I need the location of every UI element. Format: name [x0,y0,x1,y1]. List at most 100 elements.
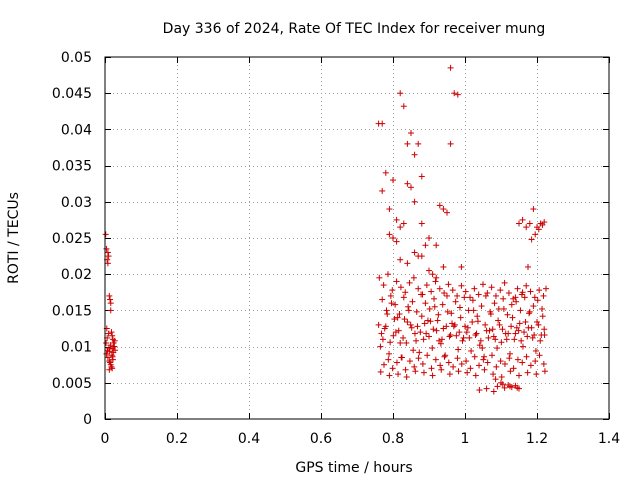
x-tick-label: 1.4 [598,431,620,447]
data-point [387,339,394,346]
data-point [493,363,500,370]
data-point [104,354,111,361]
data-point [408,184,414,191]
data-point [427,318,434,325]
data-point [471,353,478,360]
data-point [497,358,504,365]
data-point [426,267,432,274]
data-point [416,349,423,356]
data-point [378,330,385,337]
data-point [464,324,471,331]
data-point [527,288,534,295]
data-point [103,350,110,357]
data-point [102,231,109,238]
data-point [109,332,116,339]
data-point [454,91,461,98]
data-point [435,311,442,318]
data-point [390,177,396,184]
data-point [463,358,470,365]
data-point [533,371,540,378]
data-point [375,321,382,328]
data-point [519,216,526,223]
data-point [411,330,418,337]
data-point [386,231,393,238]
data-point [453,332,460,339]
data-point [455,368,462,375]
y-tick-label: 0.005 [52,376,92,392]
data-point [490,371,497,378]
data-point [523,224,530,231]
data-point [390,235,396,241]
data-point [424,352,431,359]
data-point [382,169,389,176]
data-point [537,337,544,344]
data-point [438,336,445,343]
data-point [397,224,404,231]
data-point [432,356,439,363]
data-point [103,339,110,346]
data-point [106,366,113,373]
data-point [502,330,509,337]
data-point [103,245,110,252]
data-point [424,317,431,324]
data-point [408,324,415,331]
data-point [541,326,548,333]
data-point [505,290,512,297]
data-point [529,334,536,341]
data-point [405,303,412,310]
data-point [527,362,534,369]
y-tick-labels: 0 0.005 0.01 0.015 0.02 0.025 0.03 0.035 0.04 0.0… [52,50,92,428]
y-tick-label: 0.015 [52,303,92,319]
data-point [400,220,407,227]
data-point [411,198,418,205]
data-point [530,206,537,213]
data-point [388,300,395,307]
data-point [476,342,483,349]
data-point [451,90,458,97]
data-point [470,307,477,314]
data-point [431,303,438,310]
data-point [456,329,463,336]
data-point [386,372,393,379]
data-point [403,374,410,381]
y-tick-label: 0.02 [61,267,92,283]
data-point [539,221,546,228]
data-point [522,318,529,325]
data-point [397,256,404,263]
data-point [440,263,447,270]
data-point [498,339,505,346]
data-point [514,384,521,391]
data-point [499,381,506,388]
data-point [523,353,530,360]
data-point [454,355,461,362]
data-point [504,311,511,318]
data-point [447,64,454,71]
data-point [445,281,452,288]
data-point [413,308,420,315]
data-point [489,352,495,359]
data-point [523,282,530,289]
data-point [418,313,425,320]
data-point [459,337,466,344]
data-point [439,301,446,308]
data-point [377,343,384,350]
data-point [106,358,113,365]
data-point [498,374,505,381]
data-point [396,311,403,318]
data-point [415,285,422,292]
data-point [484,290,491,297]
data-point [481,353,488,360]
data-point [436,285,443,292]
data-point [497,287,504,294]
data-point [437,340,444,347]
data-point [525,324,532,331]
data-point [483,385,490,392]
data-point [397,339,404,346]
x-tick-label: 0.4 [238,431,260,447]
x-tick-labels: 0 0.2 0.4 0.6 0.8 1 1.2 1.4 [101,431,621,447]
data-point [515,327,522,334]
data-point [414,323,421,330]
data-point [517,307,524,314]
data-point [455,346,462,353]
